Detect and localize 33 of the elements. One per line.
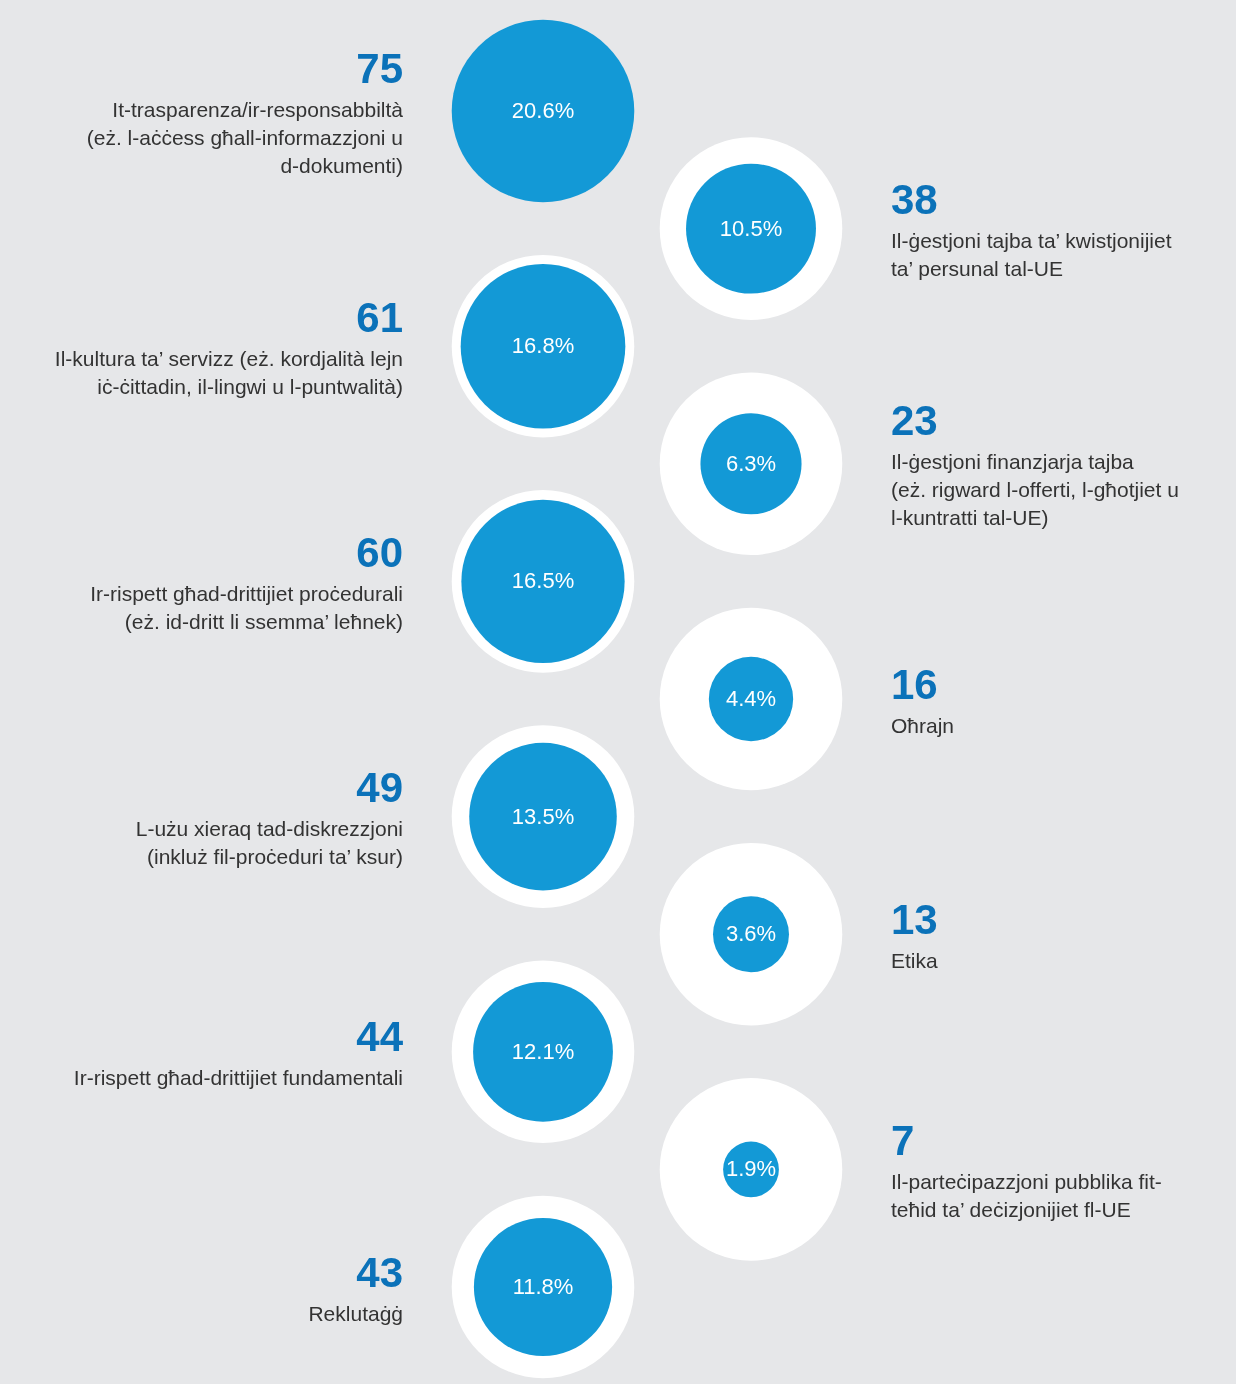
data-label: 61 bbox=[356, 293, 403, 341]
data-label: 23 bbox=[891, 397, 938, 445]
category-label: Oħrajn bbox=[891, 713, 955, 737]
category-label: Il-ġestjoni tajba ta’ kwistjonijiet ta’ persunal tal-UE bbox=[891, 229, 1172, 281]
category-label: Ir-rispett għad-drittijiet fundamentali bbox=[73, 1066, 403, 1090]
category-label: Il-parteċipazzjoni pubblika fit- teħid ta’ deċizjonijiet fl-UE bbox=[891, 1169, 1162, 1221]
data-label: 38 bbox=[891, 176, 938, 224]
data-label: 49 bbox=[356, 764, 403, 812]
data-label: 16.5% bbox=[511, 568, 575, 594]
data-label: 75 bbox=[356, 44, 403, 92]
data-label: 44 bbox=[356, 1013, 404, 1061]
data-label: 4.4% bbox=[725, 686, 777, 711]
category-label: Il-ġestjoni finanzjarja tajba (eż. rigward l-offerti, l-għotjiet u l-kuntratti tal-UE) bbox=[891, 450, 1179, 530]
data-label: 11.8% bbox=[512, 1274, 574, 1299]
data-label: 60 bbox=[356, 528, 403, 576]
data-label: 6.3% bbox=[725, 450, 777, 476]
category-label: L-użu xieraq tad-diskrezzjoni (inkluż fil-proċeduri ta’ ksur) bbox=[135, 817, 403, 869]
data-label: 13 bbox=[891, 895, 938, 943]
data-label: 13.5% bbox=[511, 803, 575, 829]
data-label: 10.5% bbox=[719, 215, 783, 241]
category-label: Il-kultura ta’ servizz (eż. kordjalità lejn iċ-ċittadin, il-lingwi u l-puntwalità) bbox=[54, 346, 403, 398]
data-label: 16 bbox=[891, 660, 938, 708]
category-label: It-trasparenza/ir-responsabbiltà (eż. l-aċċess għall-informazzjoni u d-dokumenti) bbox=[86, 97, 404, 177]
data-label: 12.1% bbox=[511, 1038, 575, 1064]
data-label: 16.8% bbox=[511, 333, 575, 359]
data-label: 1.9% bbox=[725, 1156, 777, 1182]
data-label: 43 bbox=[356, 1248, 403, 1296]
data-label: 20.6% bbox=[511, 98, 575, 123]
data-label: 3.6% bbox=[725, 921, 777, 947]
category-label: Ir-rispett għad-drittijiet proċedurali (eż. id-dritt li ssemma’ leħnek) bbox=[90, 581, 403, 633]
data-label: 7 bbox=[891, 1116, 915, 1164]
category-label: Etika bbox=[891, 948, 939, 972]
category-label: Reklutaġġ bbox=[308, 1301, 403, 1325]
